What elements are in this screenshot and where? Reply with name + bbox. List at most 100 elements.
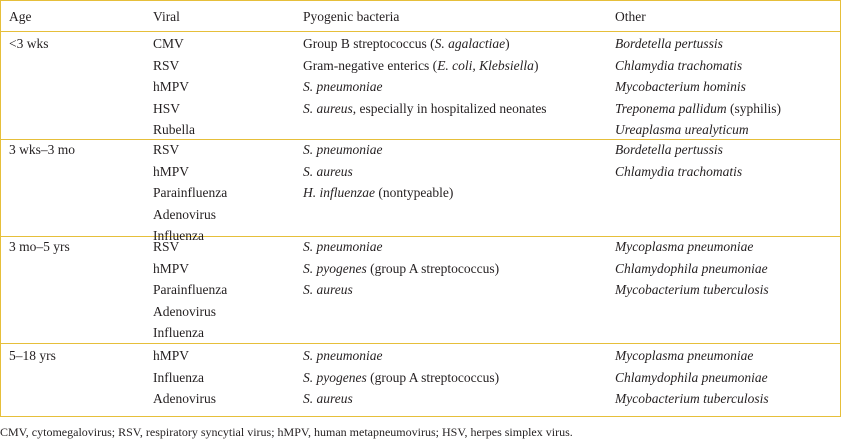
text-segment: (group A streptococcus) — [366, 260, 500, 276]
other-item: Mycobacterium tuberculosis — [615, 279, 769, 301]
header-viral: Viral — [153, 9, 180, 24]
header-other: Other — [615, 9, 646, 24]
text-segment: (nontypeable) — [375, 185, 454, 201]
organism-name: S. pneumoniae — [303, 142, 383, 157]
organism-name: S. agalactiae — [434, 36, 506, 51]
organism-name: S. aureus — [303, 100, 353, 116]
pyogenic-bacteria-cell: S. pneumoniae S. aureus H. influenzae (non… — [303, 139, 453, 204]
viral-item: hMPV — [153, 163, 190, 179]
organism-name: Chlamydia trachomatis — [615, 163, 743, 179]
organism-name: S. aureus — [303, 391, 353, 407]
organism-name: S. pneumoniae — [303, 79, 383, 95]
organism-name: Mycoplasma pneumoniae — [615, 348, 754, 363]
organism-name: Mycobacterium tuberculosis — [615, 391, 769, 407]
organism-name: S. pyogenes — [303, 260, 367, 276]
other-item: Bordetella pertussis — [615, 33, 781, 55]
other-item: Chlamydia trachomatis — [615, 161, 742, 183]
pathogen-table: Age Viral Pyogenic bacteria Other <3 wks… — [0, 0, 841, 417]
organism-name: Bordetella pertussis — [615, 142, 723, 157]
viral-cell: hMPV Influenza Adenovirus — [153, 345, 216, 410]
other-item: Chlamydophila pneumoniae — [615, 367, 769, 389]
organism-name: S. aureus — [303, 282, 353, 298]
bacteria-item: Gram-negative enterics (E. coli, Klebsie… — [303, 55, 547, 77]
other-item: Mycobacterium hominis — [615, 76, 781, 98]
table-row-group: <3 wks CMV RSV hMPV HSV Rubella Group B strept… — [1, 33, 840, 140]
organism-name: Treponema pallidum — [615, 100, 727, 116]
age-cell: <3 wks — [9, 36, 49, 51]
bacteria-item: S. pyogenes (group A streptococcus) — [303, 367, 499, 389]
viral-item: Adenovirus — [153, 206, 216, 222]
viral-cell: CMV RSV hMPV HSV Rubella — [153, 33, 195, 141]
other-item: Chlamydia trachomatis — [615, 55, 781, 77]
viral-item: Adenovirus — [153, 303, 216, 319]
bacteria-item: S. pneumoniae — [303, 236, 499, 258]
organism-name: Chlamydia trachomatis — [615, 57, 743, 73]
viral-item: RSV — [153, 239, 180, 254]
organism-name: Bordetella pertussis — [615, 36, 723, 51]
organism-name: Chlamydophila pneumoniae — [615, 369, 768, 385]
bacteria-item: H. influenzae (nontypeable) — [303, 182, 453, 204]
viral-item: Influenza — [153, 325, 204, 341]
organism-name: S. pneumoniae — [303, 348, 383, 363]
bacteria-item: S. aureus — [303, 279, 499, 301]
viral-item: HSV — [153, 100, 181, 116]
table-row-group: 3 mo–5 yrs RSV hMPV Parainfluenza Adenovirus… — [1, 236, 840, 344]
pyogenic-bacteria-cell: S. pneumoniae S. pyogenes (group A strept… — [303, 236, 499, 301]
organism-name: Mycoplasma pneumoniae — [615, 239, 754, 254]
other-item: Mycoplasma pneumoniae — [615, 236, 769, 258]
other-cell: Mycoplasma pneumoniae Chlamydophila pneum… — [615, 236, 769, 301]
table-footnote: CMV, cytomegalovirus; RSV, respiratory s… — [0, 425, 573, 439]
text-segment: , especially in hospitalized neonates — [352, 100, 547, 116]
bacteria-item: S. pneumoniae — [303, 139, 453, 161]
viral-cell: RSV hMPV Parainfluenza Adenovirus Influenza — [153, 236, 227, 344]
text-segment: (group A streptococcus) — [366, 369, 500, 385]
pyogenic-bacteria-cell: S. pneumoniae S. pyogenes (group A strept… — [303, 345, 499, 410]
organism-name: S. aureus — [303, 163, 353, 179]
viral-item: hMPV — [153, 348, 190, 363]
viral-item: RSV — [153, 142, 180, 157]
other-item: Mycoplasma pneumoniae — [615, 345, 769, 367]
bacteria-item: S. pneumoniae — [303, 76, 547, 98]
other-item: Bordetella pertussis — [615, 139, 742, 161]
other-item: Treponema pallidum (syphilis) — [615, 98, 781, 120]
viral-item: Adenovirus — [153, 391, 216, 407]
text-segment: Gram-negative enterics ( — [303, 57, 438, 73]
viral-item: Influenza — [153, 369, 204, 385]
organism-name: Chlamydophila pneumoniae — [615, 260, 768, 276]
organism-name: Ureaplasma urealyticum — [615, 122, 749, 138]
header-age: Age — [9, 9, 32, 24]
organism-name: Mycobacterium tuberculosis — [615, 282, 769, 298]
viral-item: hMPV — [153, 79, 190, 95]
pyogenic-bacteria-cell: Group B streptococcus (S. agalactiae) Gra… — [303, 33, 547, 119]
header-pyogenic-bacteria: Pyogenic bacteria — [303, 9, 400, 24]
organism-name: S. pneumoniae — [303, 239, 383, 254]
viral-cell: RSV hMPV Parainfluenza Adenovirus Influenza — [153, 139, 227, 247]
bacteria-item: Group B streptococcus (S. agalactiae) — [303, 33, 547, 55]
other-cell: Bordetella pertussis Chlamydia trachomati… — [615, 33, 781, 141]
viral-item: Parainfluenza — [153, 185, 228, 201]
organism-name: E. coli, Klebsiella — [437, 57, 534, 73]
other-cell: Bordetella pertussis Chlamydia trachomati… — [615, 139, 742, 182]
table-row-group: 5–18 yrs hMPV Influenza Adenovirus S. pneumo… — [1, 343, 840, 416]
other-cell: Mycoplasma pneumoniae Chlamydophila pneum… — [615, 345, 769, 410]
text-segment: Group B streptococcus ( — [303, 36, 435, 51]
viral-item: Parainfluenza — [153, 282, 228, 298]
organism-name: H. influenzae — [303, 185, 375, 201]
other-item: Chlamydophila pneumoniae — [615, 258, 769, 280]
bacteria-item: S. pyogenes (group A streptococcus) — [303, 258, 499, 280]
text-segment: (syphilis) — [726, 100, 782, 116]
viral-item: CMV — [153, 36, 184, 51]
bacteria-item: S. pneumoniae — [303, 345, 499, 367]
text-segment: ) — [533, 57, 539, 73]
viral-item: Rubella — [153, 122, 195, 138]
organism-name: Mycobacterium hominis — [615, 79, 746, 95]
table-header: Age Viral Pyogenic bacteria Other — [1, 1, 840, 32]
text-segment: ) — [505, 36, 510, 51]
other-item: Ureaplasma urealyticum — [615, 119, 781, 141]
viral-item: hMPV — [153, 260, 190, 276]
other-item: Mycobacterium tuberculosis — [615, 388, 769, 410]
organism-name: S. pyogenes — [303, 369, 367, 385]
table-row-group: 3 wks–3 mo RSV hMPV Parainfluenza Adenovirus… — [1, 139, 840, 243]
age-cell: 5–18 yrs — [9, 348, 56, 363]
age-cell: 3 wks–3 mo — [9, 142, 76, 157]
